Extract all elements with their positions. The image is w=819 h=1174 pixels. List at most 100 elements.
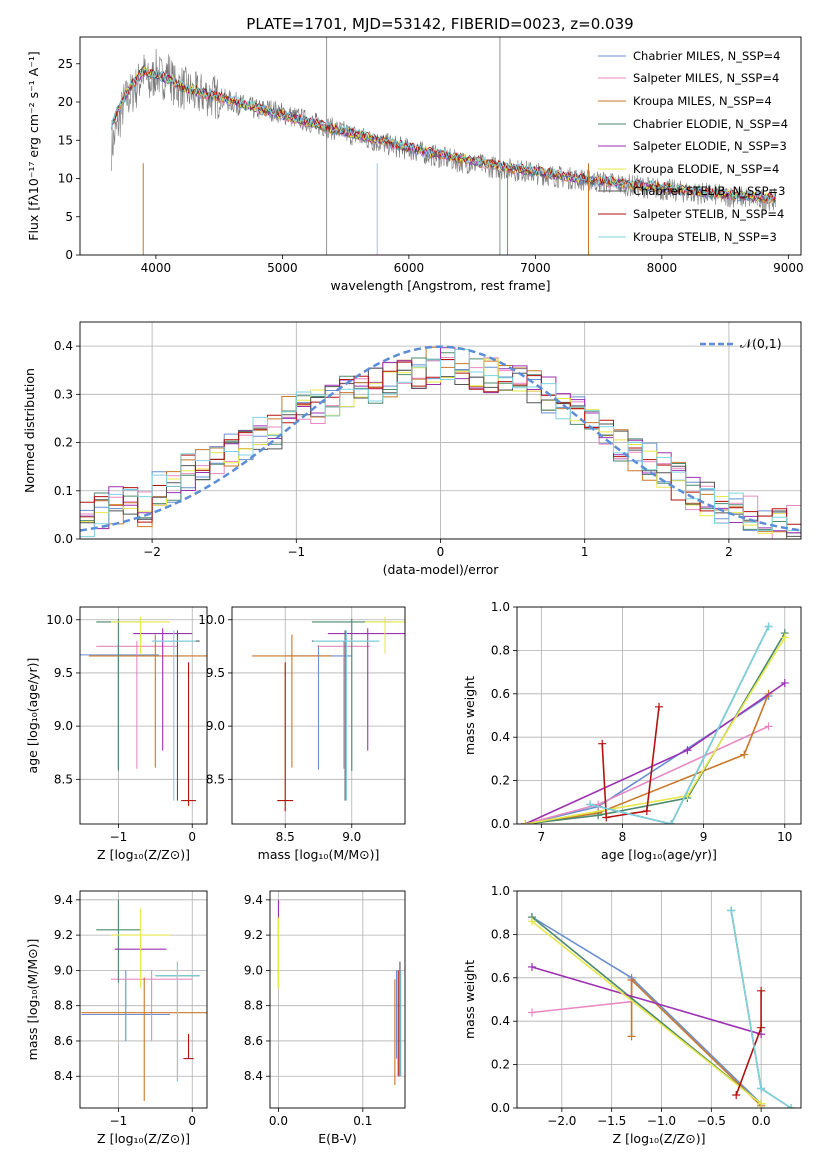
weight-marker [727,906,736,915]
y-tick-label: 8.4 [54,1069,73,1083]
x-axis-label: Z [log₁₀(Z/Z⊙)] [97,847,190,862]
errorbar-point-4 [327,628,405,751]
y-tick-label: 9.4 [244,893,263,907]
errorbar-point-8 [155,961,200,1082]
y-tick-label: 0.2 [491,1058,510,1072]
weight-marker [764,622,773,631]
errorbar-point-1 [111,970,193,1041]
y-tick-label: 10.0 [198,613,225,627]
x-tick-label: 1 [581,545,589,559]
y-tick-label: 0.2 [54,436,73,450]
axes-frame [79,36,802,256]
legend-label-8: Kroupa STELIB, N_SSP=3 [633,230,777,244]
x-tick-label: 9 [700,830,708,844]
gridlines [270,891,405,1108]
errorbar-point-5 [111,908,171,989]
errorbar-point-3 [96,899,141,983]
y-tick-label: 0.0 [491,1101,510,1115]
y-tick-label: 9.0 [54,719,73,733]
plot-area [251,616,405,812]
x-tick-label: 0.0 [752,1114,771,1128]
x-tick-label: −1 [287,545,305,559]
legend-label-0: Chabrier MILES, N_SSP=4 [633,49,780,63]
y-tick-label: 8.6 [244,1034,263,1048]
weight-marker [740,750,749,759]
axes-frame [79,321,802,540]
y-tick-label: 0.4 [491,1014,510,1028]
x-tick-label: 7 [538,830,546,844]
x-tick-label: 2 [725,545,733,559]
errorbar-point-2 [81,977,207,1101]
residual-histogram-8 [80,349,801,538]
weight-line-5 [531,920,762,1105]
legend-label-1: Salpeter MILES, N_SSP=4 [633,71,779,85]
weight-line-5 [524,636,786,824]
weight-marker [780,678,789,687]
x-tick-label: 8000 [647,261,678,275]
y-tick-label: 0 [65,248,73,262]
errorbar-point-5 [111,616,171,654]
weight-marker [667,820,676,824]
errorbar-point-2 [251,634,332,768]
y-tick-label: 8.4 [244,1069,263,1083]
x-axis-label: E(B-V) [318,1131,357,1146]
model-spectrum-7 [111,66,777,203]
weight-marker [642,806,651,815]
errorbar-point-8 [313,630,380,801]
weight-line-4 [531,966,762,1035]
weight-line-2 [524,693,770,824]
weight-vs-metallicity-panel: −2.0 −1.5 −1.0 −0.5 0.0 0.0 0.2 0.4 0.6 0.8 1.0 Z [… [462,884,802,1146]
y-axis-label: Normed distribution [22,368,37,493]
residuals-panel: −2 −1 0 1 2 0.0 0.1 0.2 0.3 0.4 (data-model)/error… [22,321,802,577]
weight-line-4 [524,682,786,824]
legend-label-4: Salpeter ELODIE, N_SSP=3 [633,139,787,153]
y-tick-label: 10.0 [46,613,73,627]
y-tick-label: 9.2 [54,928,73,942]
x-axis-label: wavelength [Angstrom, rest frame] [330,278,550,293]
legend-label-6: Chabrier STELIB, N_SSP=3 [633,184,785,198]
y-tick-label: 8.8 [244,999,263,1013]
x-axis-label: mass [log₁₀(M/M⊙)] [258,847,380,862]
axes-frame [516,890,802,1109]
x-tick-label: 8.5 [276,830,295,844]
axes-frame [516,606,802,825]
plot-area [81,899,207,1101]
y-tick-label: 9.0 [244,963,263,977]
gridlines [517,606,801,825]
y-tick-label: 0.4 [491,730,510,744]
weight-line-8 [589,626,770,824]
y-tick-label: 0.1 [54,484,73,498]
weight-marker [627,975,636,984]
plot-area [521,622,789,824]
errorbar-point-3 [96,618,141,771]
spectrum-legend: Chabrier MILES, N_SSP=4 Salpeter MILES, … [598,49,788,244]
axes-frame [231,606,406,825]
x-axis-label: Z [log₁₀(Z/Z⊙)] [97,1131,190,1146]
weight-marker [757,1099,766,1108]
weight-marker [602,813,611,822]
y-tick-label: 25 [58,57,73,71]
y-tick-label: 8.6 [54,1034,73,1048]
y-tick-label: 9.4 [54,893,73,907]
errorbar-point-7 [277,662,294,812]
errorbar-point-4 [133,628,193,751]
x-tick-label: −0.5 [697,1114,726,1128]
y-tick-label: 1.0 [491,600,510,614]
weight-marker [787,1104,796,1108]
y-tick-label: 8.8 [54,999,73,1013]
y-tick-label: 9.5 [54,666,73,680]
x-tick-label: −1 [110,1114,128,1128]
x-tick-label: 0.1 [353,1114,372,1128]
y-axis-label: mass weight [462,676,477,755]
model-spectrum-5 [111,66,777,203]
weight-marker [594,811,603,820]
weight-marker [521,820,530,824]
weight-line-1 [531,980,633,1014]
errorbar-point-8 [151,630,196,801]
x-axis-label: age [log₁₀(age/yr)] [601,847,717,862]
x-tick-label: 6000 [394,261,425,275]
y-tick-label: 0.2 [491,774,510,788]
weight-line-7 [735,990,762,1096]
errorbar-point-1 [317,641,371,769]
weight-marker [627,1032,636,1041]
